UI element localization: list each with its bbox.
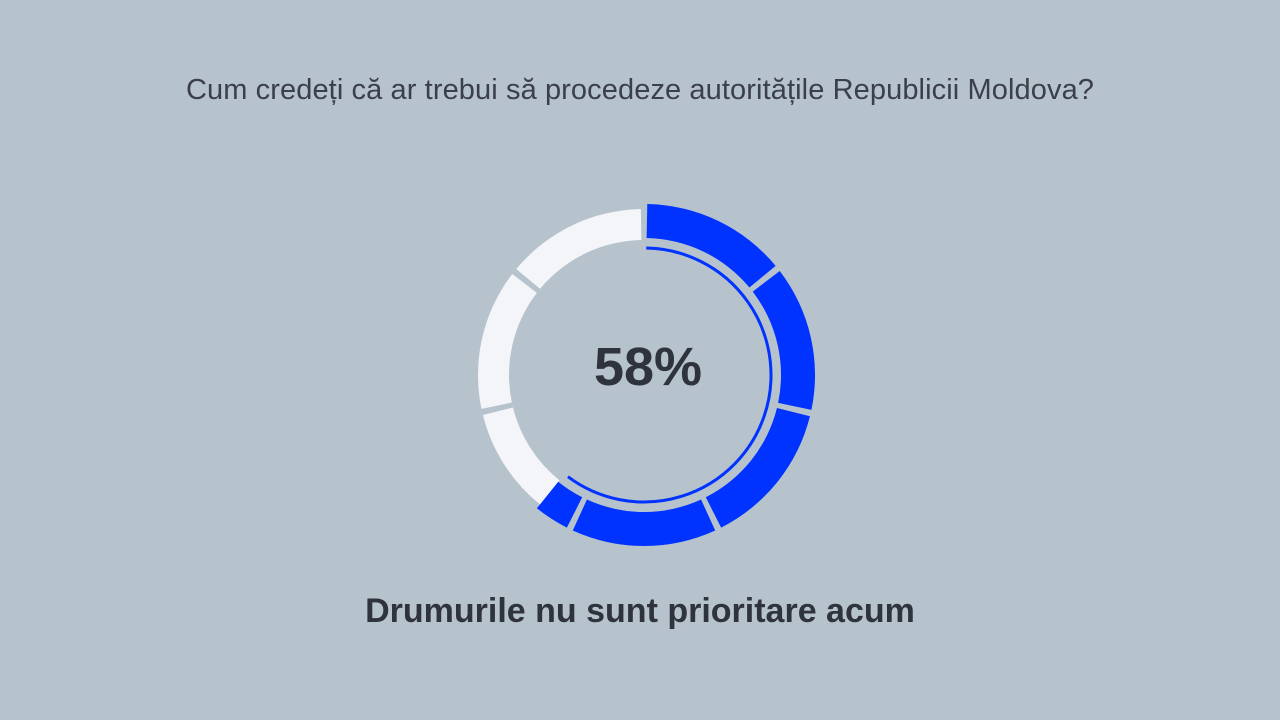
question-title: Cum credeți că ar trebui să procedeze au… (185, 74, 1095, 106)
donut-center-value: 58% (593, 337, 703, 397)
donut-segments (478, 204, 815, 546)
donut-segment-empty (482, 407, 560, 505)
donut-segment-filled (646, 204, 776, 288)
donut-segment-filled (752, 270, 815, 410)
donut-segment-filled (572, 499, 716, 546)
donut-segment-empty (516, 209, 642, 289)
donut-segment-empty (478, 274, 537, 409)
donut-progress-line (567, 246, 773, 504)
answer-label: Drumurile nu sunt prioritare acum (365, 592, 915, 630)
donut-inner-progress-line (567, 246, 773, 504)
donut-segment-filled (536, 481, 583, 528)
donut-segment-filled (705, 408, 810, 528)
